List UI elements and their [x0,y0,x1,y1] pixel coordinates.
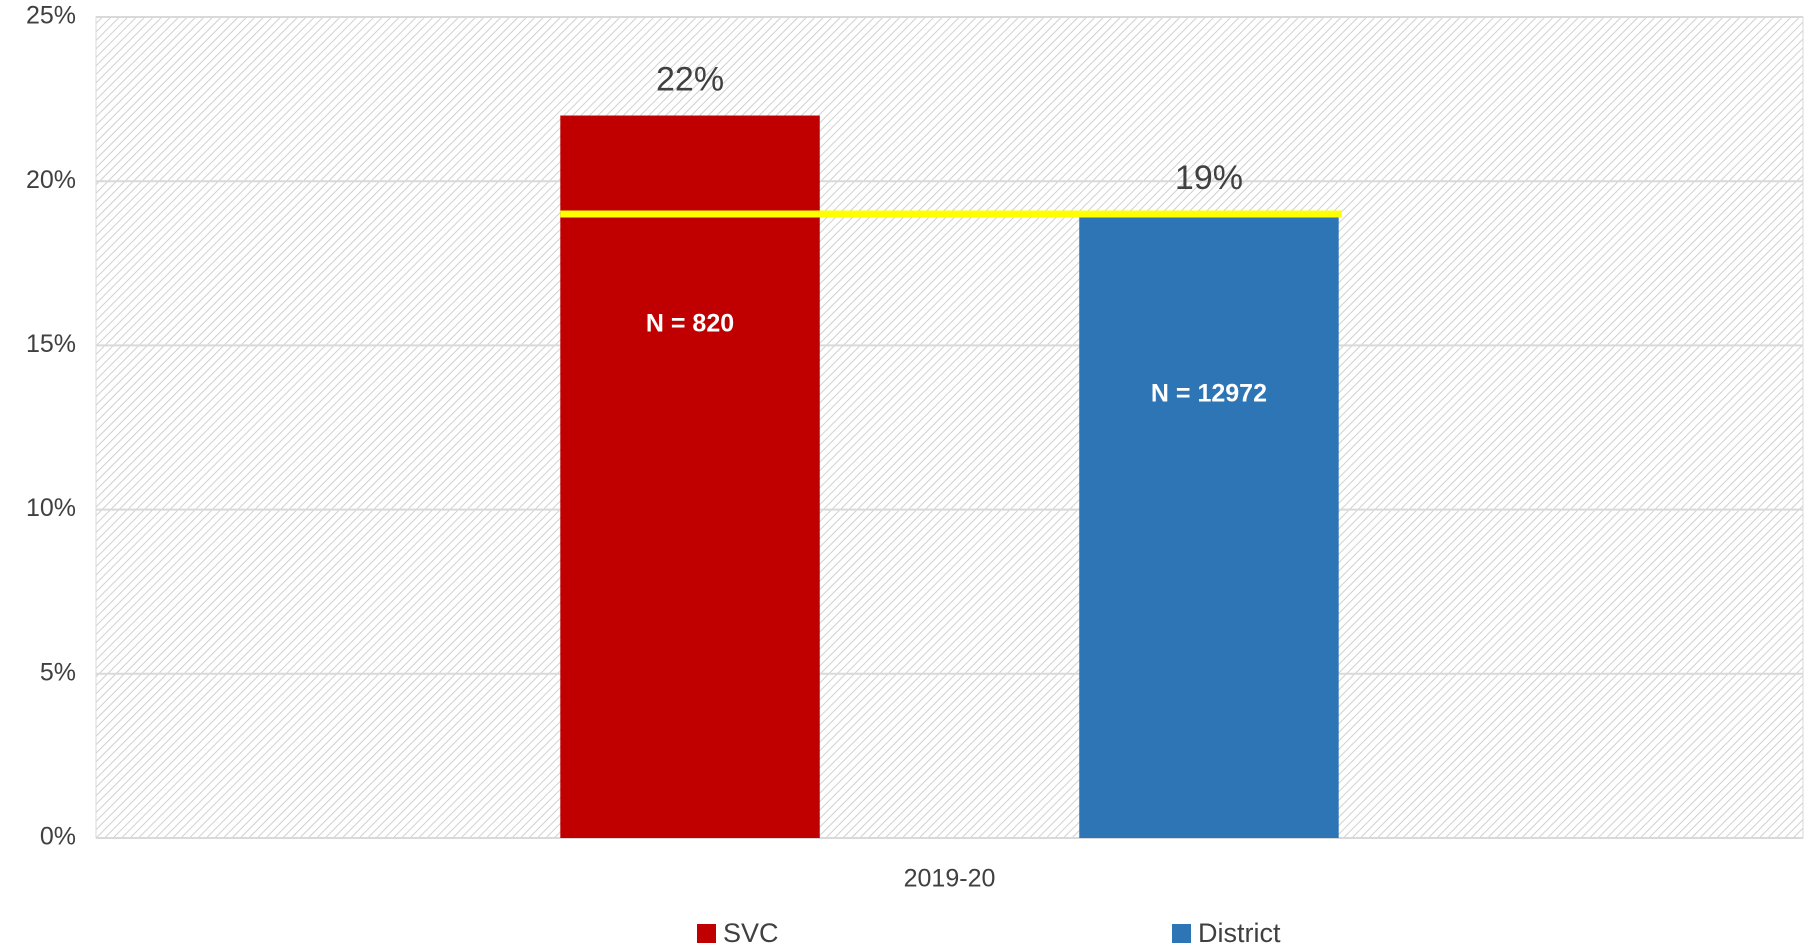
y-tick-label: 10% [26,494,76,522]
n-label: N = 820 [646,310,734,338]
x-tick-label: 2019-20 [904,865,996,893]
n-label: N = 12972 [1151,380,1267,408]
legend-swatch [1172,924,1191,943]
legend-swatch [697,924,716,943]
data-label: 19% [1175,159,1243,197]
legend-label: District [1198,918,1281,948]
y-tick-label: 15% [26,330,76,358]
plot-area [95,16,1804,839]
bar [560,115,820,838]
y-tick-label: 20% [26,166,76,194]
bar [1079,214,1339,839]
y-tick-label: 0% [40,823,76,851]
data-label: 22% [656,61,724,99]
legend-label: SVC [723,918,779,948]
y-tick-label: 5% [40,658,76,686]
y-tick-label: 25% [26,2,76,30]
